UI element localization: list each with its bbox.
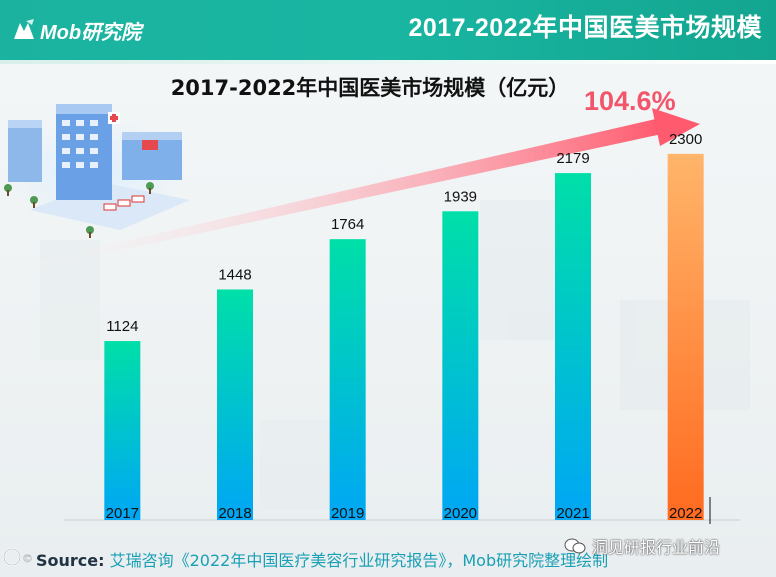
watermark-text: 洞见研报行业前沿 bbox=[592, 538, 721, 557]
source-note: Source: 艾瑞咨询《2022年中国医疗美容行业研究报告》，Mob研究院整理… bbox=[36, 547, 608, 571]
data-label-2019: 1764 bbox=[331, 216, 364, 233]
data-label-2018: 1448 bbox=[218, 266, 251, 283]
bar-2018 bbox=[217, 289, 253, 520]
logo-mark-icon bbox=[14, 19, 34, 39]
bar-2020 bbox=[442, 211, 479, 520]
hospital-illustration-icon bbox=[0, 104, 190, 238]
tick-label-2018: 2018 bbox=[218, 505, 251, 522]
logo-text: Mob研究院 bbox=[40, 21, 142, 44]
header-bar: Mob研究院 2017-2022年中国医美市场规模 bbox=[0, 0, 776, 60]
chart-title: 2017-2022年中国医美市场规模（亿元） bbox=[170, 76, 570, 100]
growth-rate-label: 104.6% bbox=[584, 86, 676, 116]
tick-label-2022: 2022 bbox=[669, 505, 702, 522]
page-title: 2017-2022年中国医美市场规模 bbox=[408, 14, 762, 42]
data-label-2020: 1939 bbox=[444, 188, 477, 205]
bar-2019 bbox=[329, 239, 366, 520]
data-label-2022: 2300 bbox=[669, 131, 702, 148]
corner-logo-icon: © bbox=[3, 548, 32, 566]
data-label-2021: 2179 bbox=[556, 150, 589, 167]
bar-2022 bbox=[667, 153, 704, 520]
bar-2017 bbox=[104, 341, 141, 520]
growth-arrow-icon bbox=[8, 108, 700, 274]
tick-label-2019: 2019 bbox=[331, 505, 364, 522]
tick-label-2021: 2021 bbox=[556, 505, 589, 522]
tick-label-2020: 2020 bbox=[444, 505, 477, 522]
bar-2021 bbox=[555, 173, 591, 520]
mob-logo: Mob研究院 bbox=[12, 14, 141, 46]
source-label: Source: bbox=[36, 551, 105, 570]
data-label-2017: 1124 bbox=[106, 318, 138, 335]
wechat-icon bbox=[564, 538, 586, 554]
header-divider bbox=[0, 60, 776, 64]
background-decoration bbox=[40, 200, 750, 510]
watermark: 洞见研报行业前沿 bbox=[564, 534, 720, 558]
source-text: 艾瑞咨询《2022年中国医疗美容行业研究报告》，Mob研究院整理绘制 bbox=[109, 551, 609, 570]
tick-label-2017: 2017 bbox=[106, 505, 139, 522]
svg-text:©: © bbox=[22, 552, 32, 565]
